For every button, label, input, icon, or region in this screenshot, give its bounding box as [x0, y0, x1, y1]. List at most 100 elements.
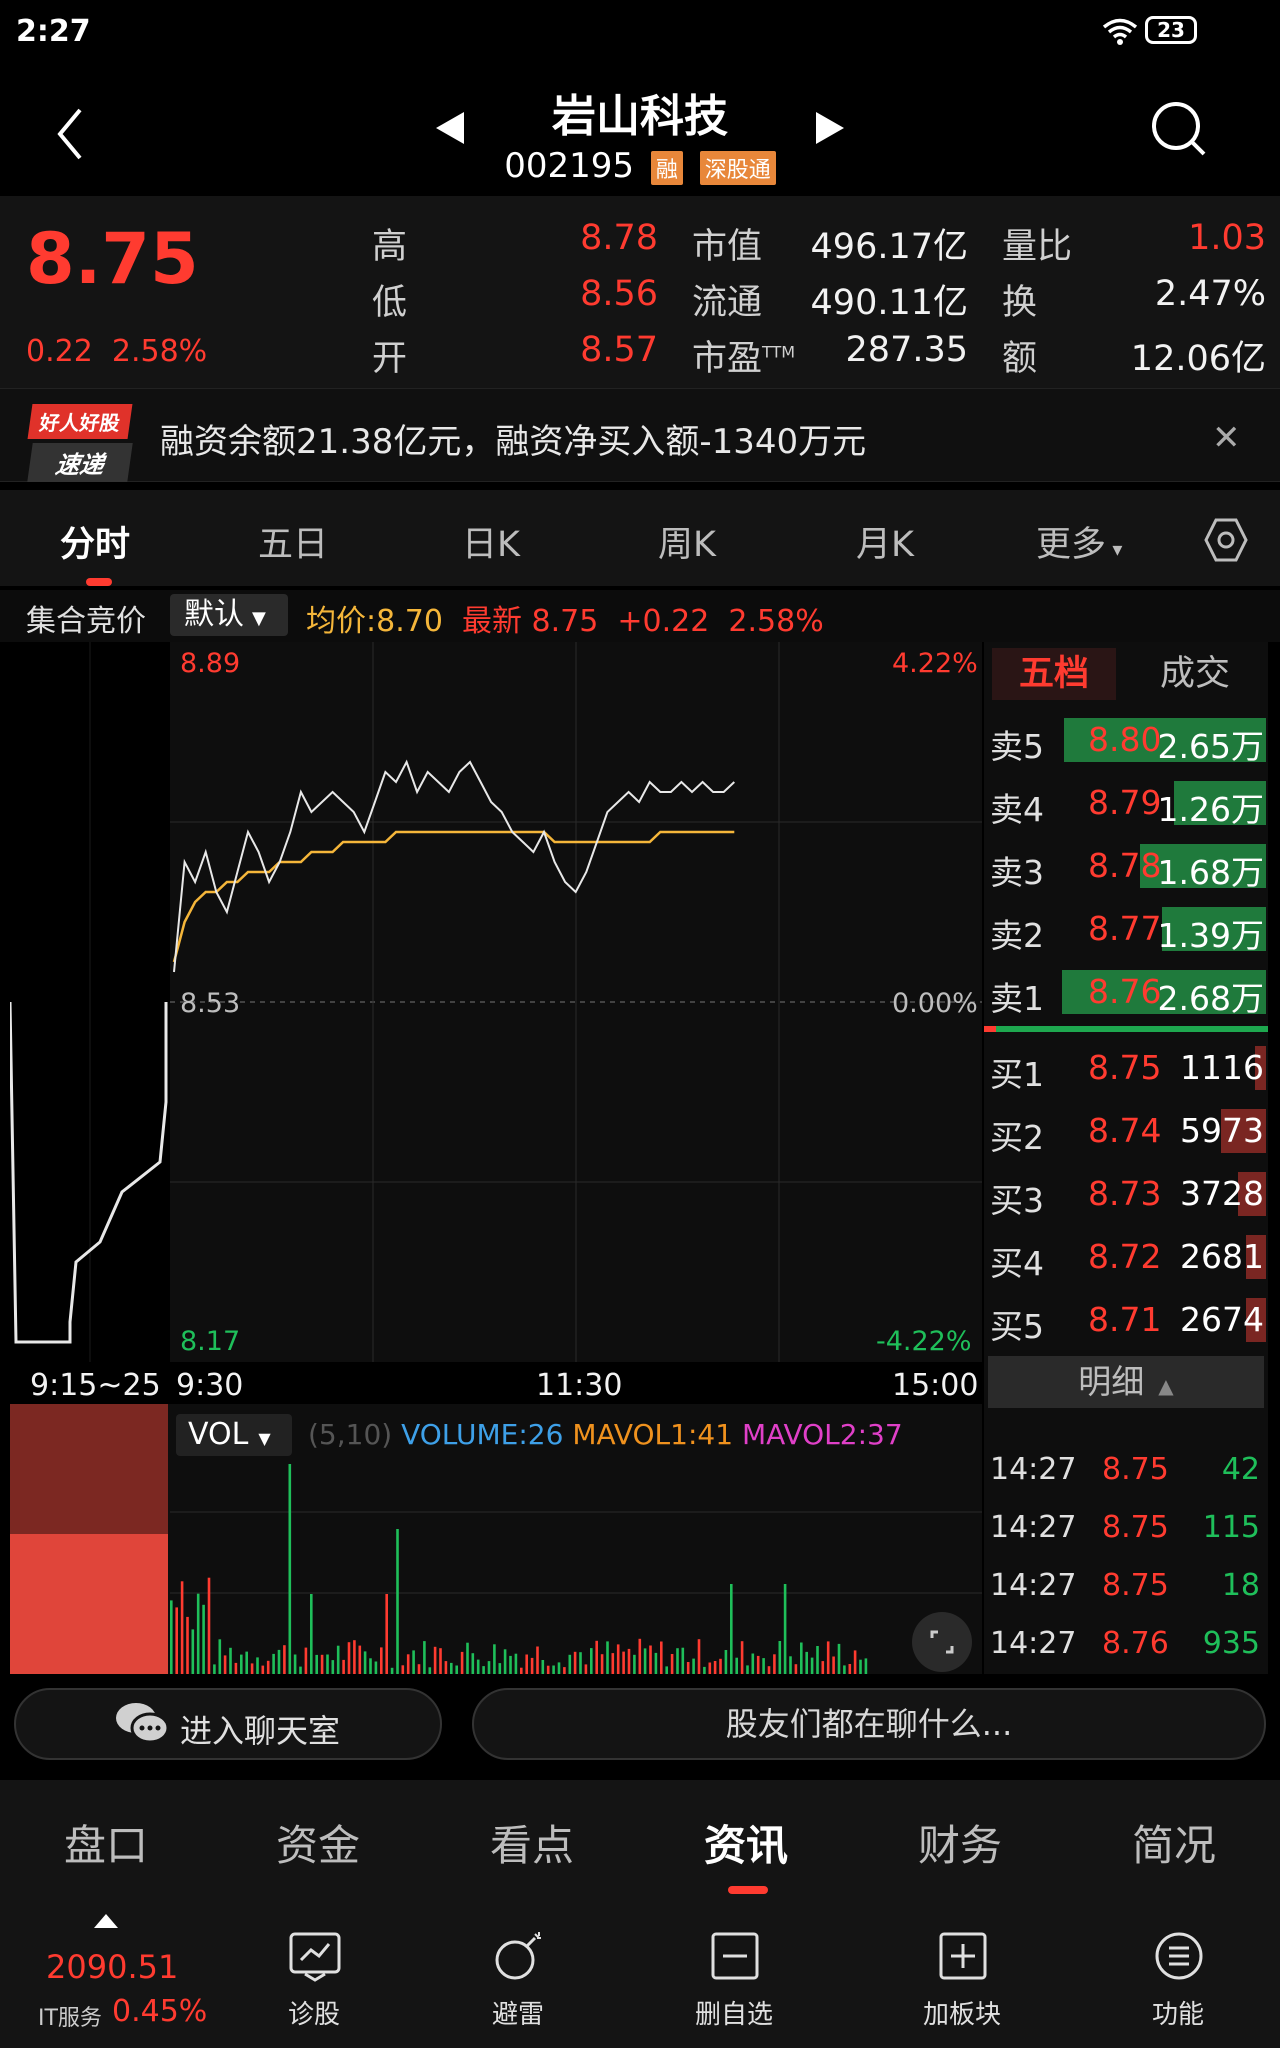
volume-bar [713, 1661, 717, 1674]
add-sector-button[interactable]: 加板块 [892, 1924, 1032, 2034]
next-stock-icon[interactable] [812, 108, 848, 148]
detail-button[interactable]: 明细 ▲ [988, 1356, 1264, 1408]
fullscreen-button[interactable] [912, 1612, 972, 1672]
ask-vol: 1.26万 [1157, 790, 1264, 829]
volume-bar [471, 1653, 475, 1674]
tab-more[interactable]: 更多 ▾ [1036, 516, 1122, 567]
ask-row[interactable]: 卖1 8.76 2.68万 [988, 964, 1268, 1020]
tab-monthly-k[interactable]: 月K [856, 525, 914, 565]
topic-button[interactable]: 股友们都在聊什么... [472, 1688, 1266, 1760]
bomb-icon [495, 1932, 541, 1980]
tab-five-levels[interactable]: 五档 [992, 648, 1116, 700]
connect-tag: 深股通 [699, 150, 776, 185]
volume-bar [245, 1651, 248, 1674]
pe-label-text: 市盈 [692, 339, 763, 379]
tab-highlights[interactable]: 看点 [489, 1821, 574, 1870]
vol-mavol2: MAVOL2:37 [741, 1418, 903, 1451]
info-tabs [0, 1780, 1280, 1904]
index-value[interactable]: 2090.51 [46, 1948, 179, 1986]
open-label: 开 [372, 339, 408, 379]
risk-alert-label: 避雷 [491, 2000, 544, 2030]
chat-room-button[interactable] [14, 1688, 442, 1760]
volume-bar [180, 1581, 184, 1674]
volume-bar [595, 1640, 598, 1674]
ask-volume-bar [1062, 970, 1266, 1014]
tick-vol: 115 [1202, 1510, 1260, 1545]
tab-five-day[interactable]: 五日 [258, 525, 329, 565]
diagnose-button[interactable]: 诊股 [244, 1924, 384, 2034]
tab-daily-k[interactable]: 日K [462, 525, 520, 565]
tab-profile[interactable]: 简况 [1131, 1821, 1216, 1870]
tab-financials[interactable]: 财务 [917, 1821, 1002, 1870]
volume-bar [611, 1653, 615, 1674]
vol-ratio-value: 1.03 [1188, 218, 1266, 258]
settings-icon[interactable] [1202, 516, 1250, 564]
remove-watchlist-button[interactable]: 删自选 [664, 1924, 804, 2034]
close-icon[interactable]: ✕ [1212, 418, 1241, 458]
news-banner[interactable] [0, 388, 1280, 482]
tick-row: 14:27 8.76 935 [988, 1618, 1264, 1674]
volume-bar [584, 1664, 588, 1674]
tab-weekly-k[interactable]: 周K [658, 525, 716, 565]
adjust-select-value: 默认 [184, 597, 244, 632]
bid-row[interactable]: 买2 8.74 5973 [988, 1103, 1268, 1159]
risk-alert-button[interactable]: 避雷 [448, 1924, 588, 2034]
bid-row[interactable]: 买4 8.72 2681 [988, 1229, 1268, 1285]
volume-bar [730, 1584, 733, 1674]
tick-time: 14:27 [990, 1626, 1077, 1661]
tab-news[interactable]: 资讯 [703, 1821, 788, 1870]
chat-icon [116, 1703, 170, 1744]
remove-watchlist-label: 删自选 [694, 2000, 773, 2030]
ask-row[interactable]: 卖5 8.80 2.65万 [988, 712, 1268, 768]
volume-bar [186, 1616, 189, 1674]
functions-button[interactable]: 功能 [1108, 1924, 1248, 2034]
volume-bar [686, 1662, 690, 1674]
volume-bar [353, 1640, 356, 1674]
menu-circle-icon [1155, 1932, 1203, 1980]
volume-bar [794, 1664, 798, 1674]
adjust-select[interactable]: 默认 ▼ [170, 594, 288, 636]
back-icon[interactable] [52, 104, 92, 164]
tab-trades[interactable]: 成交 [1159, 654, 1230, 694]
intraday-chart[interactable] [10, 642, 982, 1362]
volume-bar [207, 1577, 211, 1674]
volume-bar [832, 1656, 835, 1674]
volume-bar [417, 1664, 421, 1674]
ask-row[interactable]: 卖4 8.79 1.26万 [988, 775, 1268, 831]
chart-doc-icon [289, 1932, 341, 1982]
float-label: 流通 [692, 283, 763, 323]
volume-bar [800, 1642, 803, 1674]
ask-price: 8.78 [1088, 846, 1162, 885]
ask-row[interactable]: 卖3 8.78 1.68万 [988, 838, 1268, 894]
chart-top-price: 8.89 [180, 648, 241, 679]
chat-room-label: 进入聊天室 [180, 1712, 341, 1750]
tab-order-panel[interactable]: 盘口 [63, 1821, 148, 1870]
pe-value: 287.35 [845, 330, 968, 370]
tab-fund-flow[interactable]: 资金 [275, 1821, 360, 1870]
bid-row[interactable]: 买3 8.73 3728 [988, 1166, 1268, 1222]
prev-stock-icon[interactable] [432, 108, 468, 148]
ask-price: 8.80 [1088, 720, 1162, 759]
auction-label: 集合竞价 [26, 604, 146, 639]
volume-bar [843, 1665, 846, 1674]
price-change: 0.22 2.58% [26, 334, 207, 369]
tab-intraday[interactable]: 分时 [60, 525, 131, 565]
volume-bar [767, 1666, 771, 1674]
volume-bar [412, 1650, 415, 1674]
indicator-select[interactable]: VOL ▼ [176, 1414, 292, 1456]
ask-volume-bar [1174, 781, 1266, 825]
volume-bar [358, 1645, 362, 1674]
ask-row[interactable]: 卖2 8.77 1.39万 [988, 901, 1268, 957]
mktcap-label: 市值 [692, 227, 763, 267]
banner-text[interactable]: 融资余额21.38亿元，融资净买入额-1340万元 [160, 422, 867, 462]
volume-bar [374, 1661, 378, 1674]
bid-row[interactable]: 买1 8.75 1116 [988, 1040, 1268, 1096]
volume-chart[interactable] [10, 1404, 982, 1674]
bid-row[interactable]: 买5 8.71 2674 [988, 1292, 1268, 1348]
bid-label: 买1 [990, 1055, 1044, 1094]
stock-code: 002195 [504, 146, 635, 186]
volume-bar [557, 1662, 561, 1674]
volume-bar [805, 1651, 808, 1674]
search-icon[interactable] [1148, 98, 1208, 158]
volume-bar [724, 1650, 728, 1674]
